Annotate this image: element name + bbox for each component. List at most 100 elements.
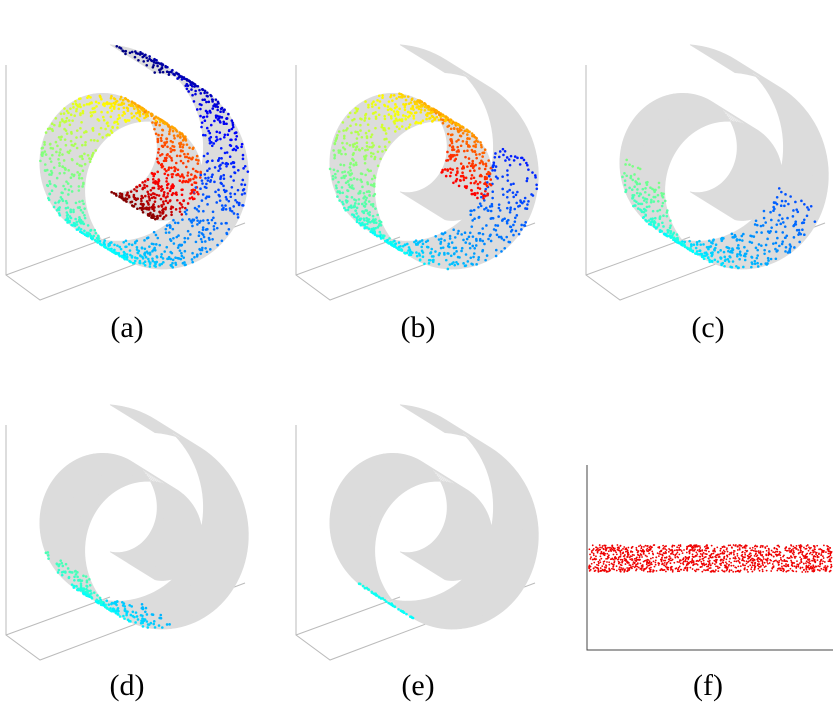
- embedding-point: [734, 566, 737, 569]
- embedding-point: [677, 566, 680, 569]
- embedding-point: [793, 565, 796, 568]
- embedding-point: [702, 559, 705, 562]
- embedding-point: [690, 561, 693, 564]
- sample-point: [86, 153, 90, 157]
- sample-point: [361, 221, 364, 225]
- sample-point: [669, 231, 672, 235]
- embedding-point: [661, 554, 664, 557]
- sample-point: [50, 173, 53, 176]
- sample-point: [788, 243, 792, 246]
- sample-point: [171, 173, 175, 176]
- embedding-point: [620, 567, 623, 569]
- sample-point: [512, 182, 515, 186]
- sample-point: [157, 194, 161, 197]
- sample-point: [73, 570, 77, 573]
- sample-point: [102, 102, 106, 105]
- sample-point: [123, 112, 126, 115]
- sample-point: [202, 115, 206, 119]
- sample-point: [214, 190, 217, 194]
- sample-point: [493, 169, 497, 172]
- sample-point: [75, 223, 79, 226]
- sample-point: [143, 251, 147, 255]
- embedding-point: [677, 568, 679, 571]
- sample-point: [406, 242, 409, 246]
- embedding-point: [761, 560, 764, 562]
- embedding-point: [624, 548, 627, 551]
- embedding-point: [648, 564, 651, 567]
- sample-point: [195, 158, 198, 162]
- embedding-point: [784, 547, 787, 550]
- embedding-point: [671, 569, 674, 572]
- sample-point: [623, 183, 627, 187]
- sample-point: [753, 262, 757, 266]
- sample-point: [354, 202, 357, 205]
- sample-point: [201, 182, 204, 185]
- embedding-point: [606, 557, 609, 560]
- sample-point: [411, 616, 415, 620]
- embedding-point: [592, 554, 595, 557]
- sample-point: [780, 242, 784, 246]
- sample-point: [480, 145, 483, 149]
- sample-point: [174, 208, 178, 211]
- sample-point: [110, 601, 114, 605]
- sample-point: [716, 260, 720, 263]
- embedding-point: [799, 545, 801, 548]
- embedding-point: [667, 568, 670, 571]
- sample-point: [466, 165, 469, 168]
- sample-point: [354, 161, 358, 165]
- sample-point: [138, 53, 142, 56]
- sample-point: [79, 589, 83, 592]
- embedding-point: [767, 553, 770, 556]
- sample-point: [462, 165, 465, 168]
- sample-point: [743, 254, 747, 258]
- sample-point: [157, 184, 160, 188]
- sample-point: [134, 240, 137, 244]
- sample-point: [166, 186, 169, 190]
- sample-point: [457, 130, 460, 134]
- sample-point: [154, 119, 158, 123]
- sample-point: [127, 242, 131, 246]
- sample-point: [403, 95, 407, 98]
- sample-point: [366, 148, 369, 151]
- sample-point: [495, 233, 499, 237]
- sample-point: [727, 260, 731, 263]
- sample-point: [420, 239, 424, 242]
- sample-point: [171, 68, 174, 72]
- sample-point: [791, 215, 795, 218]
- sample-point: [127, 119, 131, 122]
- sample-point: [171, 227, 175, 231]
- sample-point: [58, 151, 62, 154]
- sample-point: [208, 109, 212, 113]
- sample-point: [186, 152, 190, 156]
- sample-point: [521, 201, 524, 205]
- sample-point: [381, 597, 385, 600]
- embedding-point: [732, 564, 735, 567]
- embedding-point: [778, 550, 781, 553]
- sample-point: [220, 157, 223, 160]
- sample-point: [152, 181, 155, 184]
- sample-point: [404, 127, 408, 131]
- embedding-point: [597, 569, 600, 572]
- embedding-point: [630, 550, 632, 552]
- sample-point: [669, 224, 672, 227]
- embedding-point: [738, 544, 741, 546]
- sample-point: [89, 228, 93, 232]
- embedding-point: [766, 545, 768, 548]
- sample-point: [430, 247, 434, 251]
- embedding-point: [781, 565, 783, 568]
- embedding-point: [736, 545, 739, 548]
- embedding-point: [797, 552, 800, 555]
- sample-point: [738, 238, 742, 242]
- sample-point: [99, 599, 102, 603]
- sample-point: [214, 105, 217, 108]
- sample-point: [502, 193, 505, 196]
- embedding-point: [668, 555, 671, 558]
- sample-point: [188, 197, 192, 200]
- embedding-point: [792, 561, 794, 564]
- sample-point: [763, 248, 766, 252]
- sample-point: [345, 142, 349, 145]
- sample-point: [418, 258, 422, 261]
- sample-point: [423, 102, 427, 106]
- sample-point: [107, 603, 111, 606]
- embedding-point: [773, 546, 776, 549]
